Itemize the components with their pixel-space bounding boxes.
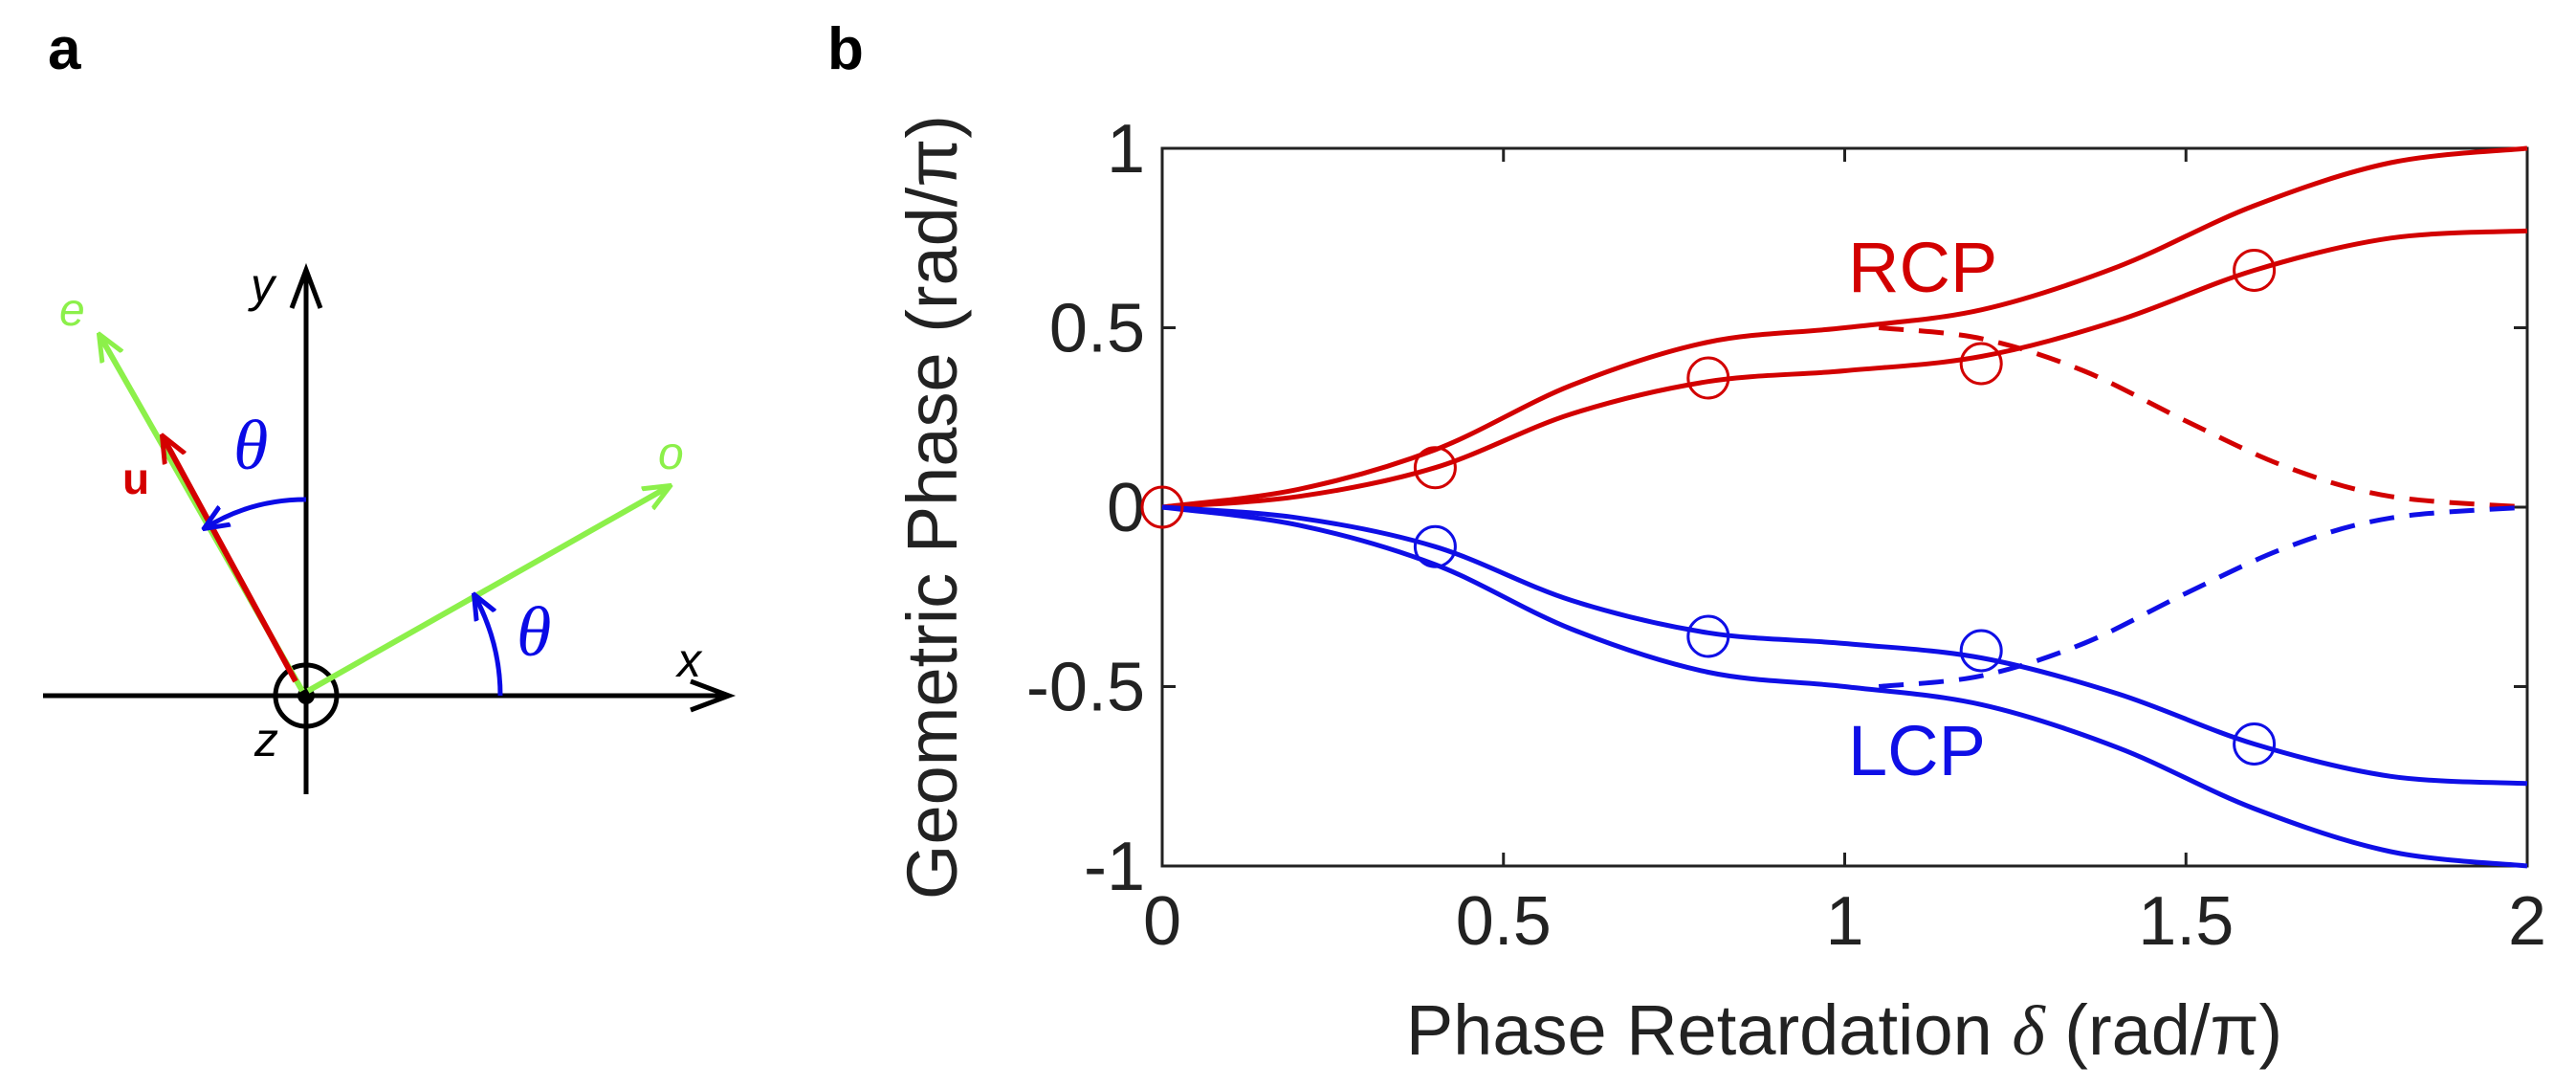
rcp-dashed-line: [1878, 325, 2528, 510]
y-tick-label: -0.5: [1026, 650, 1145, 726]
lcp-outer-line: [1161, 504, 2528, 869]
theta-arc-right: [474, 595, 503, 697]
x-tick-labels: 0 0.5 1 1.5 2: [1143, 883, 2546, 960]
u-vector-label: u: [122, 454, 149, 503]
x-axis-title-suffix: (rad/π): [2045, 990, 2282, 1070]
rcp-markers-point: [1413, 446, 1457, 490]
y-tick-label: -1: [1084, 829, 1145, 905]
y-axis-label: y: [248, 258, 277, 312]
y-tick-label: 1: [1107, 111, 1145, 188]
series-markers: [1140, 249, 2277, 766]
z-axis-circle-icon: [273, 662, 340, 729]
theta-label-top: θ: [233, 407, 268, 485]
series-lines: [1161, 145, 2528, 869]
y-tick-label: 0.5: [1049, 291, 1145, 367]
x-tick-label: 0.5: [1456, 883, 1552, 960]
x-axis-title-prefix: Phase Retardation: [1406, 990, 2013, 1070]
x-axis-label: x: [675, 633, 703, 687]
x-tick-label: 0: [1143, 883, 1181, 960]
lcp-annotation: LCP: [1848, 711, 1986, 790]
theta-label-right: θ: [517, 593, 551, 672]
x-tick-label: 1.5: [2138, 883, 2234, 960]
lcp-markers-point: [1959, 629, 2003, 673]
panel-a-label: a: [48, 16, 81, 82]
lcp-dashed-line: [1878, 504, 2528, 689]
rcp-markers-point: [1140, 485, 1184, 529]
y-tick-labels: 1 0.5 0 -0.5 -1: [1026, 111, 1145, 905]
y-axis-arrowhead: [289, 262, 323, 309]
lcp-markers-point: [1686, 614, 1730, 658]
rcp-annotation: RCP: [1848, 228, 1997, 307]
o-vector: [306, 486, 670, 694]
y-tick-label: 0: [1107, 470, 1145, 546]
lcp-markers-point: [1413, 524, 1457, 568]
lcp-markers-point: [2233, 722, 2277, 766]
u-vector: [163, 436, 298, 683]
x-axis-arrowhead: [690, 678, 737, 713]
rcp-markers-point: [1959, 342, 2003, 386]
x-axis-title-symbol: δ: [2012, 992, 2046, 1071]
axis-ticks: [1160, 146, 2529, 868]
x-tick-label: 1: [1825, 883, 1863, 960]
z-axis-label: z: [253, 713, 278, 766]
rcp-markers-point: [2233, 249, 2277, 292]
theta-arc-top: [205, 497, 307, 528]
rcp-inner-line: [1161, 228, 2528, 510]
rcp-markers-point: [1686, 356, 1730, 400]
plot-frame: [1160, 146, 2529, 868]
lcp-inner-line: [1161, 504, 2528, 787]
o-vector-label: o: [658, 429, 684, 479]
panel-b: b 0 0.5 1 1.5 2 1 0.5 0 -0.5 -1 Geometric Phase …: [827, 16, 2546, 1071]
y-axis-title: Geometric Phase (rad/π): [892, 115, 972, 899]
panel-a: a x y z e u o θ θ: [43, 16, 737, 794]
panel-b-label: b: [827, 16, 864, 82]
rcp-outer-line: [1161, 145, 2528, 510]
x-tick-label: 2: [2508, 883, 2546, 960]
x-axis-title: Phase Retardation δ (rad/π): [1406, 990, 2282, 1071]
e-vector-label: e: [59, 285, 85, 336]
